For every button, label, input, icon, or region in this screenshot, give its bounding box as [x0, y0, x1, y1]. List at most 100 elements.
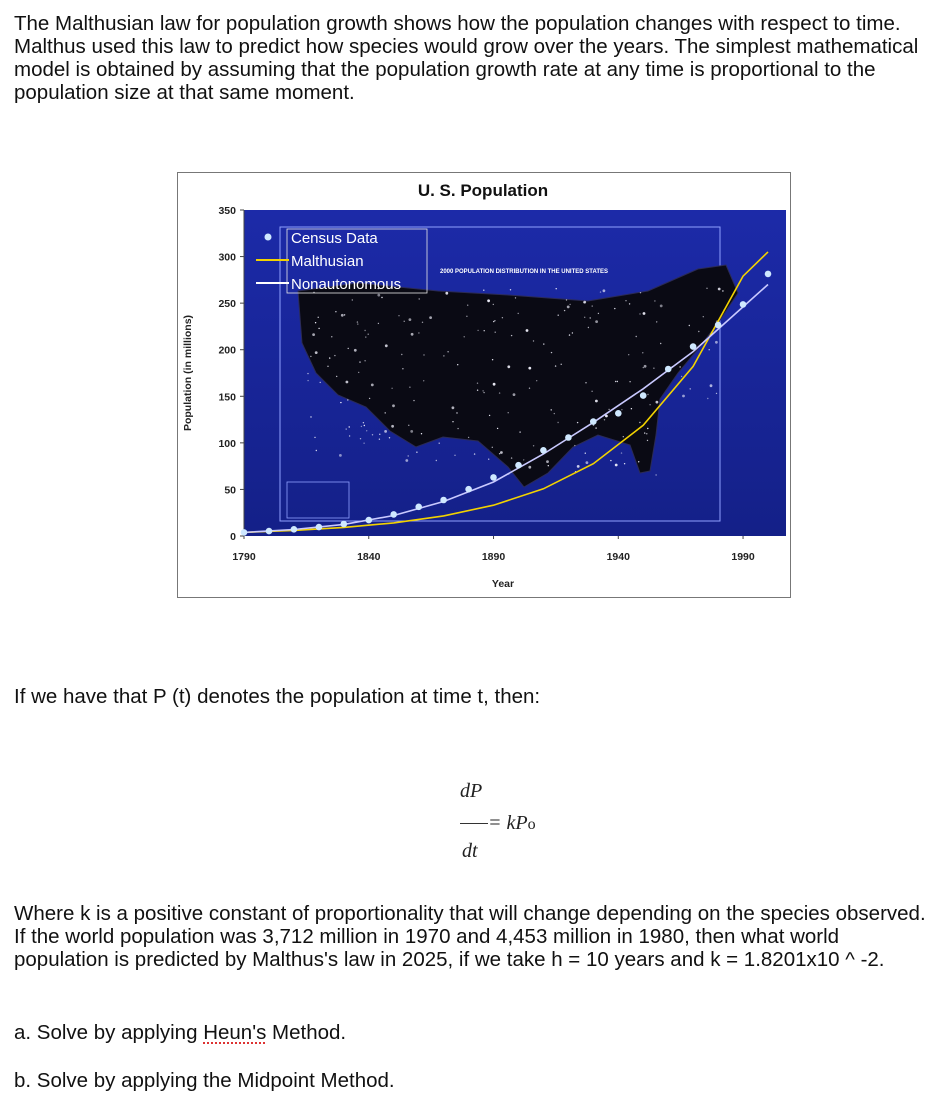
- city-light: [555, 288, 557, 290]
- city-light: [423, 354, 425, 356]
- series-line-malthusian: [243, 251, 769, 534]
- item-a: a. Solve by applying Heun's Method.: [14, 1021, 932, 1044]
- city-light: [659, 304, 663, 308]
- city-light: [614, 380, 617, 383]
- legend-marker-census: [264, 233, 272, 241]
- city-light: [550, 351, 553, 354]
- city-light: [494, 331, 496, 333]
- city-light: [498, 392, 501, 394]
- city-light: [492, 382, 496, 386]
- city-light: [482, 390, 484, 392]
- city-light: [378, 438, 381, 440]
- city-light: [429, 316, 432, 319]
- city-light: [314, 351, 318, 354]
- city-light: [574, 444, 576, 447]
- city-light: [616, 380, 618, 383]
- data-point-census-data: [265, 527, 273, 535]
- city-light: [610, 459, 612, 462]
- map-frame: [279, 226, 721, 522]
- city-light: [608, 408, 610, 411]
- city-light: [507, 412, 509, 414]
- city-light: [491, 359, 494, 361]
- city-light: [660, 342, 662, 345]
- chart-canvas: 2000 POPULATION DISTRIBUTION IN THE UNIT…: [182, 181, 786, 590]
- city-light: [519, 431, 521, 433]
- city-light: [398, 315, 400, 317]
- city-light: [363, 424, 365, 427]
- formula-numerator: dP: [460, 780, 483, 802]
- data-point-census-data: [565, 434, 572, 441]
- city-light: [456, 412, 458, 414]
- city-light: [563, 309, 566, 312]
- x-tick-label: 1990: [731, 551, 755, 563]
- city-light: [418, 332, 420, 334]
- data-point-census-data: [365, 516, 373, 524]
- city-light: [318, 327, 320, 330]
- y-tick-label: 50: [224, 484, 236, 496]
- city-light: [591, 390, 593, 392]
- city-light: [364, 360, 366, 362]
- data-point-census-data: [390, 511, 397, 518]
- city-light: [639, 292, 642, 294]
- city-light: [384, 430, 387, 433]
- city-light: [629, 381, 631, 383]
- problem-statement: Where k is a positive constant of propor…: [14, 902, 926, 971]
- city-light: [391, 424, 394, 428]
- city-light: [363, 442, 365, 444]
- city-light: [647, 427, 649, 430]
- city-light: [547, 465, 549, 467]
- city-light: [410, 332, 414, 336]
- city-light: [473, 453, 476, 455]
- data-point-census-data: [290, 526, 298, 533]
- city-light: [477, 329, 479, 332]
- city-light: [500, 451, 503, 454]
- city-light: [377, 287, 379, 290]
- city-light: [566, 305, 570, 309]
- city-light: [457, 427, 459, 430]
- city-light: [512, 393, 516, 396]
- city-light: [585, 382, 587, 384]
- city-light: [368, 397, 371, 400]
- city-light: [452, 421, 454, 423]
- data-point-census-data: [315, 523, 323, 531]
- y-tick-label: 200: [218, 345, 236, 357]
- city-light: [364, 329, 366, 332]
- city-light: [312, 333, 315, 336]
- city-light: [359, 361, 361, 363]
- city-light: [507, 365, 511, 369]
- city-light: [498, 453, 501, 455]
- city-light: [514, 297, 517, 299]
- city-light: [655, 400, 659, 404]
- city-light: [362, 422, 365, 424]
- y-tick-label: 100: [218, 438, 236, 450]
- city-light: [467, 304, 469, 306]
- city-light: [614, 307, 616, 310]
- city-light: [476, 382, 479, 384]
- chart-legend: Census Data Malthusian Nonautonomous: [256, 228, 428, 294]
- city-light: [435, 459, 437, 462]
- data-point-census-data: [639, 392, 647, 399]
- city-light: [314, 436, 316, 439]
- city-light: [408, 318, 412, 321]
- city-light: [649, 404, 651, 406]
- city-light: [403, 320, 405, 322]
- city-light: [635, 335, 637, 338]
- differential-equation: dP = kPo dt: [452, 780, 612, 870]
- city-light: [707, 397, 709, 400]
- city-light: [392, 404, 395, 408]
- city-light: [357, 323, 359, 325]
- city-light: [532, 340, 535, 342]
- city-light: [623, 463, 626, 465]
- city-light: [576, 421, 579, 424]
- legend-nonautonomous: Nonautonomous: [291, 276, 401, 293]
- city-light: [365, 336, 367, 338]
- city-light: [377, 322, 380, 325]
- series-layer: [240, 251, 772, 536]
- city-light: [492, 303, 494, 306]
- data-point-census-data: [689, 343, 697, 350]
- city-light: [315, 449, 317, 452]
- city-light: [483, 391, 485, 394]
- city-light: [347, 399, 349, 401]
- city-light: [345, 428, 347, 430]
- city-light: [722, 290, 724, 292]
